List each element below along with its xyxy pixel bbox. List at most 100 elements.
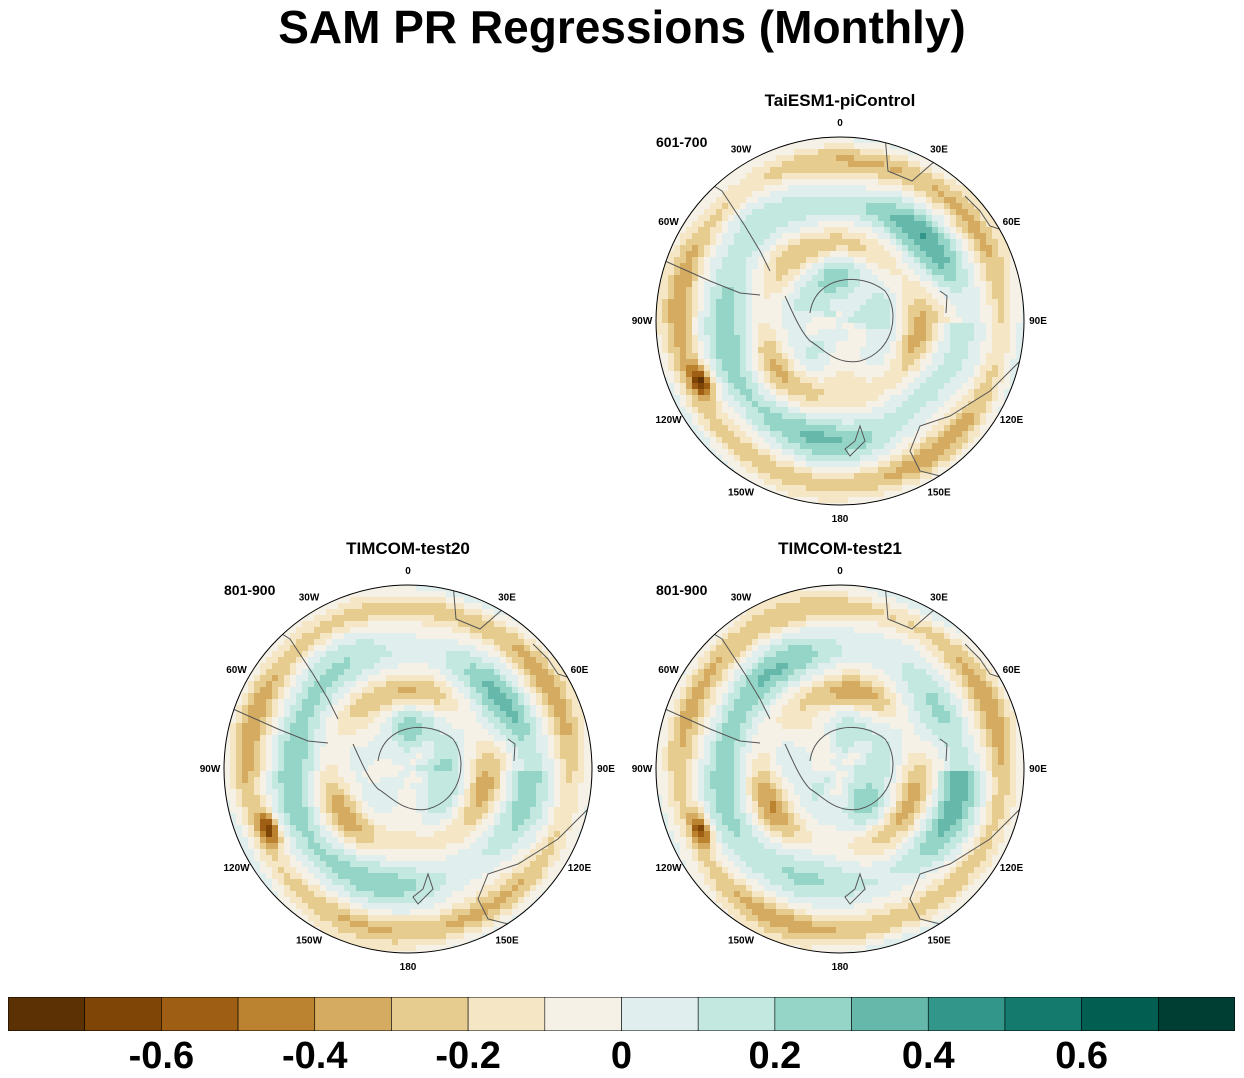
field-cell [830, 473, 837, 480]
field-cell [404, 603, 411, 610]
field-cell [680, 365, 687, 372]
field-cell [272, 735, 279, 742]
field-cell [314, 777, 321, 784]
field-cell [860, 257, 867, 264]
field-cell [656, 323, 663, 330]
field-cell [266, 681, 273, 688]
field-cell [1010, 341, 1017, 348]
field-cell [1004, 269, 1011, 276]
field-cell [782, 353, 789, 360]
field-cell [752, 179, 759, 186]
field-cell [854, 401, 861, 408]
field-cell [578, 759, 585, 766]
field-cell [866, 161, 873, 168]
field-cell [260, 687, 267, 694]
field-cell [860, 359, 867, 366]
field-cell [326, 615, 333, 622]
field-cell [854, 293, 861, 300]
field-cell [320, 699, 327, 706]
field-cell [776, 359, 783, 366]
field-cell [800, 167, 807, 174]
field-cell [284, 639, 291, 646]
field-cell [842, 191, 849, 198]
field-cell [398, 729, 405, 736]
field-cell [950, 383, 957, 390]
field-cell [956, 257, 963, 264]
field-cell [854, 365, 861, 372]
field-cell [764, 191, 771, 198]
field-cell [902, 191, 909, 198]
field-cell [782, 359, 789, 366]
field-cell [392, 639, 399, 646]
field-cell [800, 233, 807, 240]
field-cell [764, 407, 771, 414]
field-cell [1022, 317, 1024, 324]
field-cell [368, 783, 375, 790]
field-cell [686, 233, 693, 240]
field-cell [704, 311, 711, 318]
field-cell [974, 263, 981, 270]
field-cell [794, 461, 801, 468]
field-cell [770, 467, 777, 474]
field-cell [560, 777, 567, 784]
field-cell [782, 221, 789, 228]
field-cell [932, 431, 939, 438]
field-cell [290, 675, 297, 682]
field-cell [242, 699, 249, 706]
field-cell [356, 639, 363, 646]
field-cell [344, 687, 351, 694]
field-cell [776, 299, 783, 306]
field-cell [830, 287, 837, 294]
field-cell [476, 711, 483, 718]
field-cell [752, 167, 759, 174]
field-cell [278, 795, 285, 802]
field-cell [794, 395, 801, 402]
field-cell [548, 735, 555, 742]
field-cell [914, 239, 921, 246]
field-cell [920, 155, 927, 162]
field-cell [416, 729, 423, 736]
field-cell [932, 383, 939, 390]
field-cell [860, 395, 867, 402]
field-cell [728, 185, 735, 192]
field-cell [992, 365, 999, 372]
field-cell [980, 347, 987, 354]
field-cell [362, 699, 369, 706]
field-cell [1004, 281, 1011, 288]
field-cell [506, 645, 513, 652]
field-cell [302, 729, 309, 736]
field-cell [890, 467, 897, 474]
field-cell [908, 257, 915, 264]
field-cell [698, 299, 705, 306]
field-cell [806, 227, 813, 234]
field-cell [848, 197, 855, 204]
field-cell [986, 353, 993, 360]
field-cell [974, 209, 981, 216]
field-cell [296, 621, 303, 628]
field-cell [782, 443, 789, 450]
field-cell [992, 221, 999, 228]
field-cell [722, 425, 729, 432]
field-cell [1004, 323, 1011, 330]
field-cell [932, 329, 939, 336]
field-cell [944, 401, 951, 408]
field-cell [776, 269, 783, 276]
field-cell [938, 407, 945, 414]
field-cell [512, 771, 519, 778]
field-cell [860, 485, 867, 492]
field-cell [260, 759, 267, 766]
field-cell [908, 347, 915, 354]
field-cell [764, 371, 771, 378]
field-cell [896, 233, 903, 240]
field-cell [806, 173, 813, 180]
field-cell [836, 431, 843, 438]
field-cell [494, 681, 501, 688]
field-cell [320, 609, 327, 616]
field-cell [824, 227, 831, 234]
field-cell [914, 455, 921, 462]
field-cell [254, 687, 261, 694]
field-cell [338, 651, 345, 658]
field-cell [698, 329, 705, 336]
field-cell [488, 723, 495, 730]
field-cell [746, 257, 753, 264]
